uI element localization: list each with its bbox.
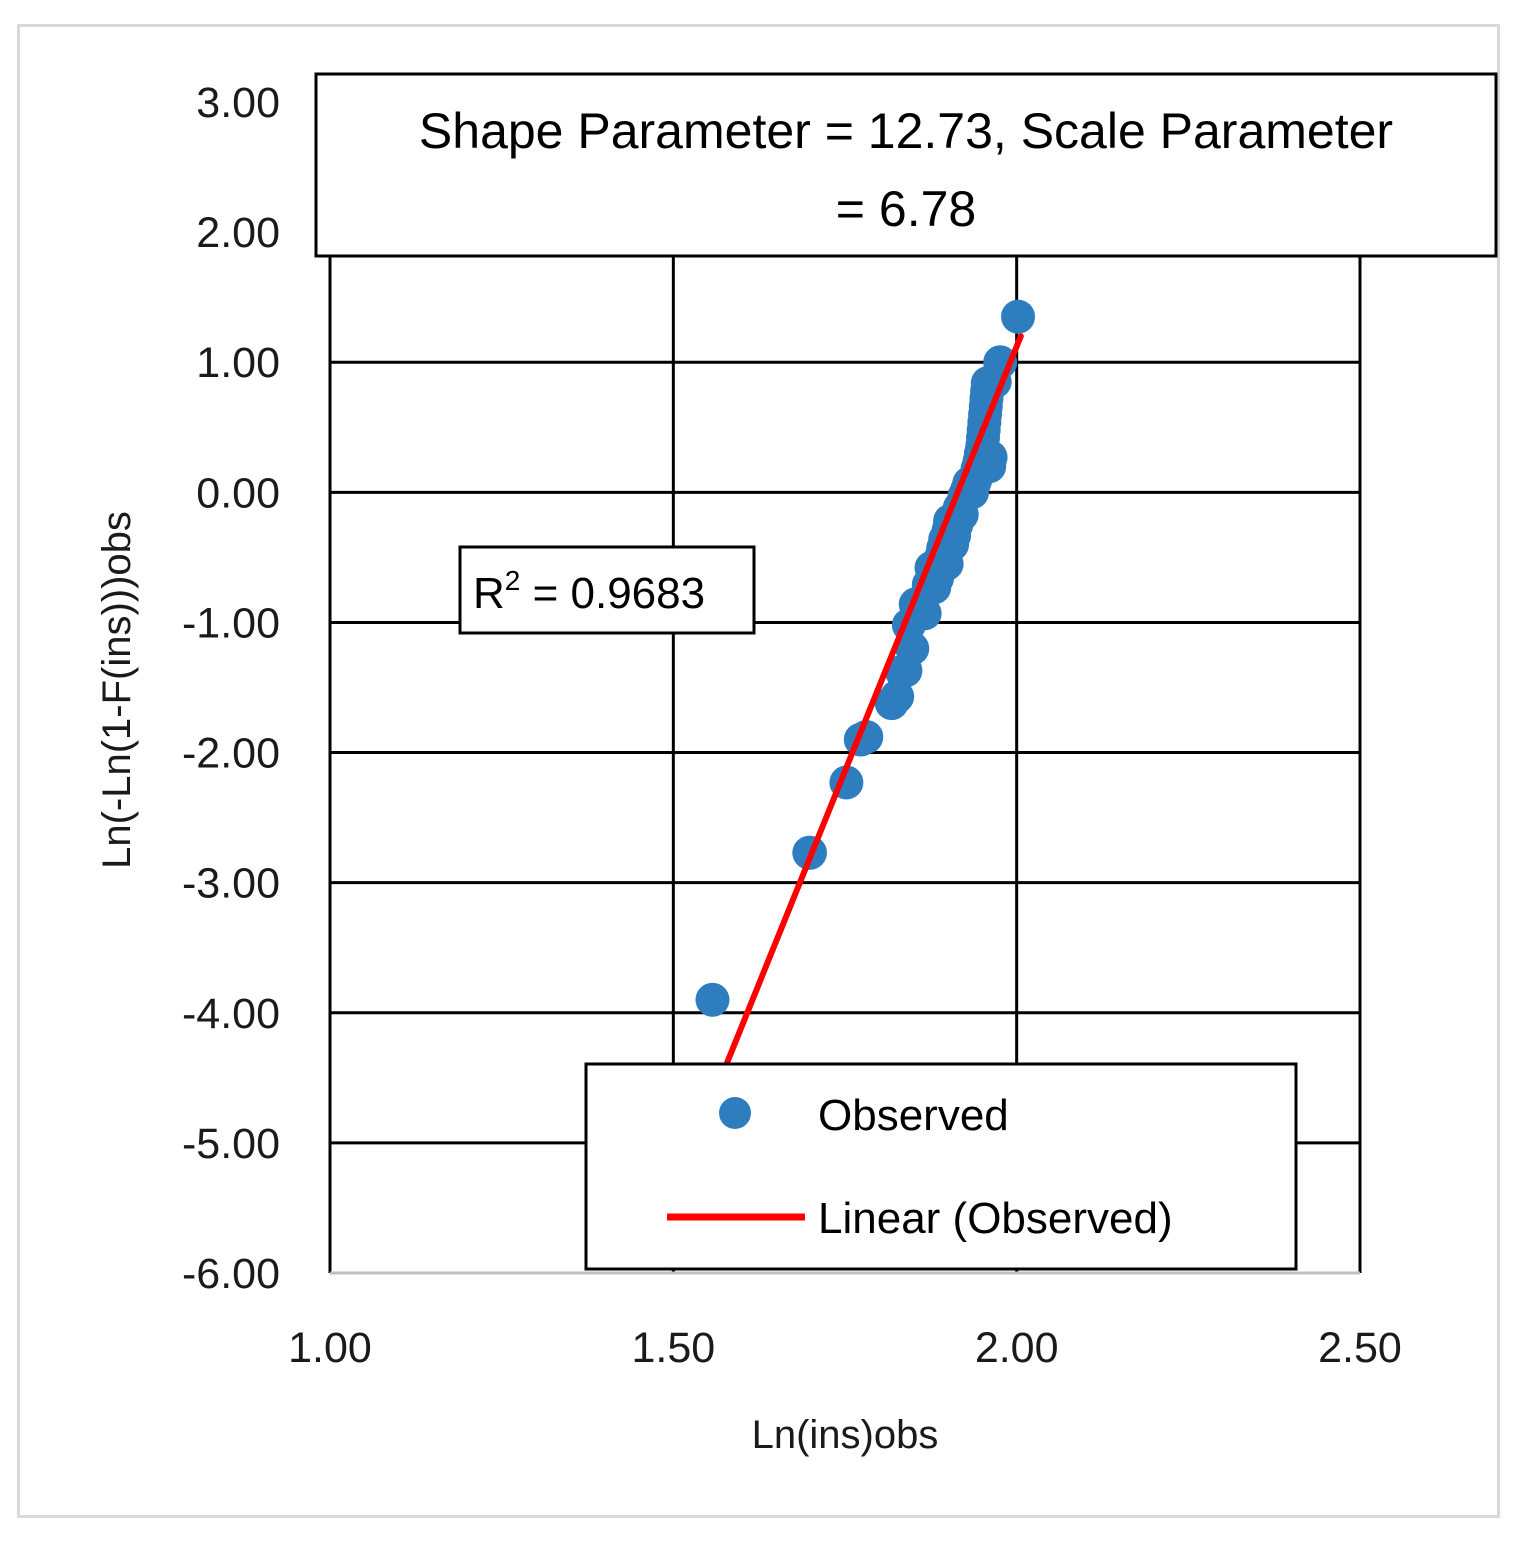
y-tick-label: -1.00 [182,599,280,647]
legend-observed-label: Observed [818,1091,1009,1140]
observed-point [973,440,1008,475]
observed-point [895,631,930,666]
r-squared-box-frame [458,545,756,635]
r-squared-superscript: 2 [505,565,521,596]
parameter-box-frame [314,72,1498,258]
y-tick-label: -3.00 [182,860,280,908]
r-squared-label: R2 = 0.9683 [473,565,705,618]
y-tick-label: -5.00 [182,1120,280,1168]
y-tick-label: 3.00 [196,79,280,127]
y-tick-label: -6.00 [182,1250,280,1298]
x-tick-label: 2.50 [1318,1324,1402,1372]
r-squared-box: R2 = 0.9683 [458,545,756,635]
y-tick-label: 2.00 [196,209,280,257]
x-axis-title: Ln(ins)obs [752,1413,939,1457]
parameter-box: Shape Parameter = 12.73, Scale Parameter… [314,72,1498,258]
parameter-box-line-1: Shape Parameter = 12.73, Scale Parameter [419,103,1393,159]
x-axis-ticks: 1.00 1.50 2.00 2.50 [288,1324,1402,1372]
y-axis-ticks: 3.00 2.00 1.00 0.00 -1.00 -2.00 -3.00 -4.00 -5.0… [182,79,280,1298]
y-axis-title: Ln(-Ln(1-F(ins)))obs [95,511,139,869]
observed-point [1001,299,1036,334]
y-tick-label: -2.00 [182,730,280,778]
r-squared-base: R [473,569,505,618]
y-tick-label: 0.00 [196,469,280,517]
legend: Observed Linear (Observed) [584,1062,1298,1271]
plot-series [695,299,1036,1068]
x-tick-label: 1.50 [631,1324,715,1372]
y-tick-label: -4.00 [182,990,280,1038]
observed-point [695,982,730,1017]
r-squared-value: = 0.9683 [520,569,705,618]
legend-linear-label: Linear (Observed) [818,1194,1173,1243]
parameter-box-line-2: = 6.78 [836,181,976,237]
x-tick-label: 1.00 [288,1324,372,1372]
y-tick-label: 1.00 [196,339,280,387]
legend-frame [584,1062,1298,1271]
linear-fit-line [723,333,1024,1068]
legend-observed-marker [719,1097,751,1129]
observed-point [907,596,942,631]
x-tick-label: 2.00 [975,1324,1059,1372]
